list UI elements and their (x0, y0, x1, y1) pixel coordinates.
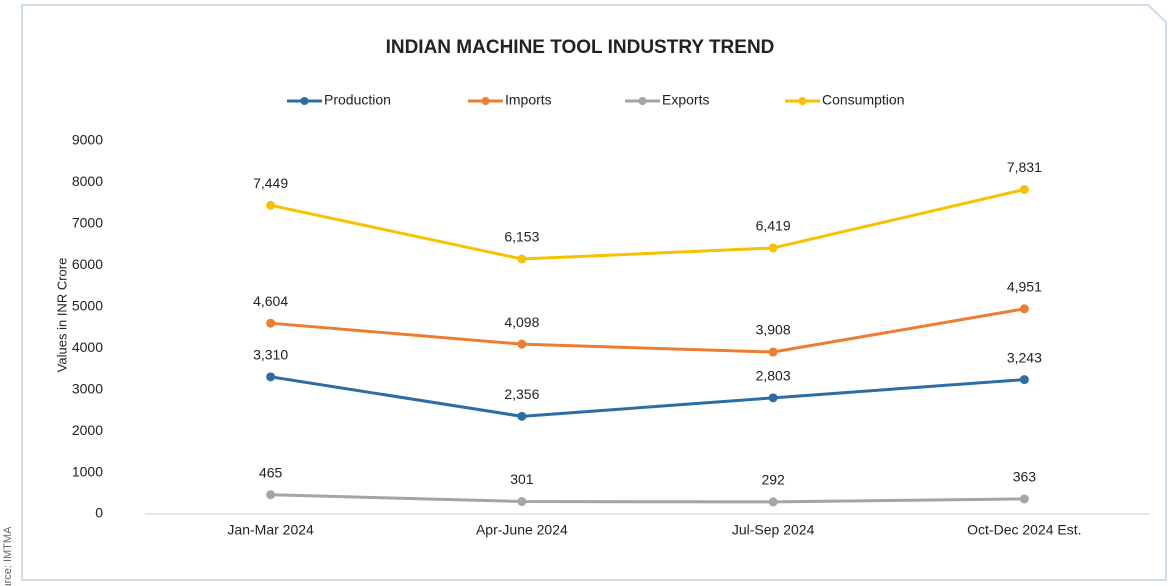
data-point (768, 347, 778, 357)
x-tick-label: Jul-Sep 2024 (732, 522, 815, 538)
data-label: 6,419 (756, 218, 791, 234)
data-label: 6,153 (504, 229, 539, 245)
series-line (270, 375, 1025, 418)
data-label: 465 (259, 464, 283, 480)
data-label: 4,951 (1007, 279, 1042, 295)
x-tick-label: Oct-Dec 2024 Est. (967, 522, 1081, 538)
y-tick-label: 1000 (72, 463, 103, 479)
x-tick-label: Apr-June 2024 (476, 522, 568, 538)
legend-label: Exports (662, 92, 709, 108)
y-tick-label: 2000 (72, 422, 103, 438)
data-point (517, 497, 527, 507)
y-tick-label: 0 (95, 505, 103, 521)
legend-marker (300, 97, 309, 105)
data-label: 4,604 (253, 293, 288, 309)
series-line (270, 187, 1025, 261)
data-point (1019, 184, 1029, 194)
data-label: 3,243 (1007, 349, 1042, 365)
y-tick-label: 6000 (72, 256, 103, 272)
series-line (270, 307, 1025, 354)
data-point (1019, 304, 1029, 314)
chart-frame (21, 4, 1167, 581)
x-tick-label: Jan-Mar 2024 (227, 522, 314, 538)
data-label: 7,449 (253, 175, 288, 191)
legend-label: Production (324, 92, 391, 108)
data-label: 301 (510, 471, 534, 487)
legend-marker (798, 97, 807, 105)
y-tick-label: 9000 (72, 132, 103, 148)
series-line (270, 493, 1025, 504)
chart-title: INDIAN MACHINE TOOL INDUSTRY TREND (386, 37, 775, 58)
source-note: Source: IMTMA (2, 526, 14, 586)
y-tick-label: 3000 (72, 380, 103, 396)
data-point (517, 411, 527, 421)
y-tick-label: 4000 (72, 339, 103, 355)
data-point (266, 318, 276, 328)
data-point (517, 254, 527, 264)
legend-label: Imports (505, 92, 552, 108)
y-tick-label: 7000 (72, 215, 103, 231)
data-label: 4,098 (504, 314, 539, 330)
data-label: 2,356 (504, 386, 539, 402)
data-point (768, 497, 778, 507)
data-point (768, 393, 778, 403)
data-point (266, 372, 276, 382)
data-point (768, 243, 778, 253)
data-point (1019, 494, 1029, 504)
legend-marker (481, 97, 490, 105)
data-label: 7,831 (1007, 159, 1042, 175)
data-point (266, 200, 276, 210)
y-tick-label: 8000 (72, 173, 103, 189)
data-point (1019, 375, 1029, 385)
y-tick-label: 5000 (72, 297, 103, 313)
data-label: 292 (761, 472, 785, 488)
data-point (517, 339, 527, 349)
data-label: 2,803 (756, 368, 791, 384)
y-axis-label: Values in INR Crore (54, 258, 69, 373)
legend-label: Consumption (822, 92, 905, 108)
data-point (266, 490, 276, 500)
data-label: 363 (1013, 469, 1037, 485)
legend-marker (638, 97, 647, 105)
data-label: 3,310 (253, 347, 288, 363)
data-label: 3,908 (756, 322, 791, 338)
